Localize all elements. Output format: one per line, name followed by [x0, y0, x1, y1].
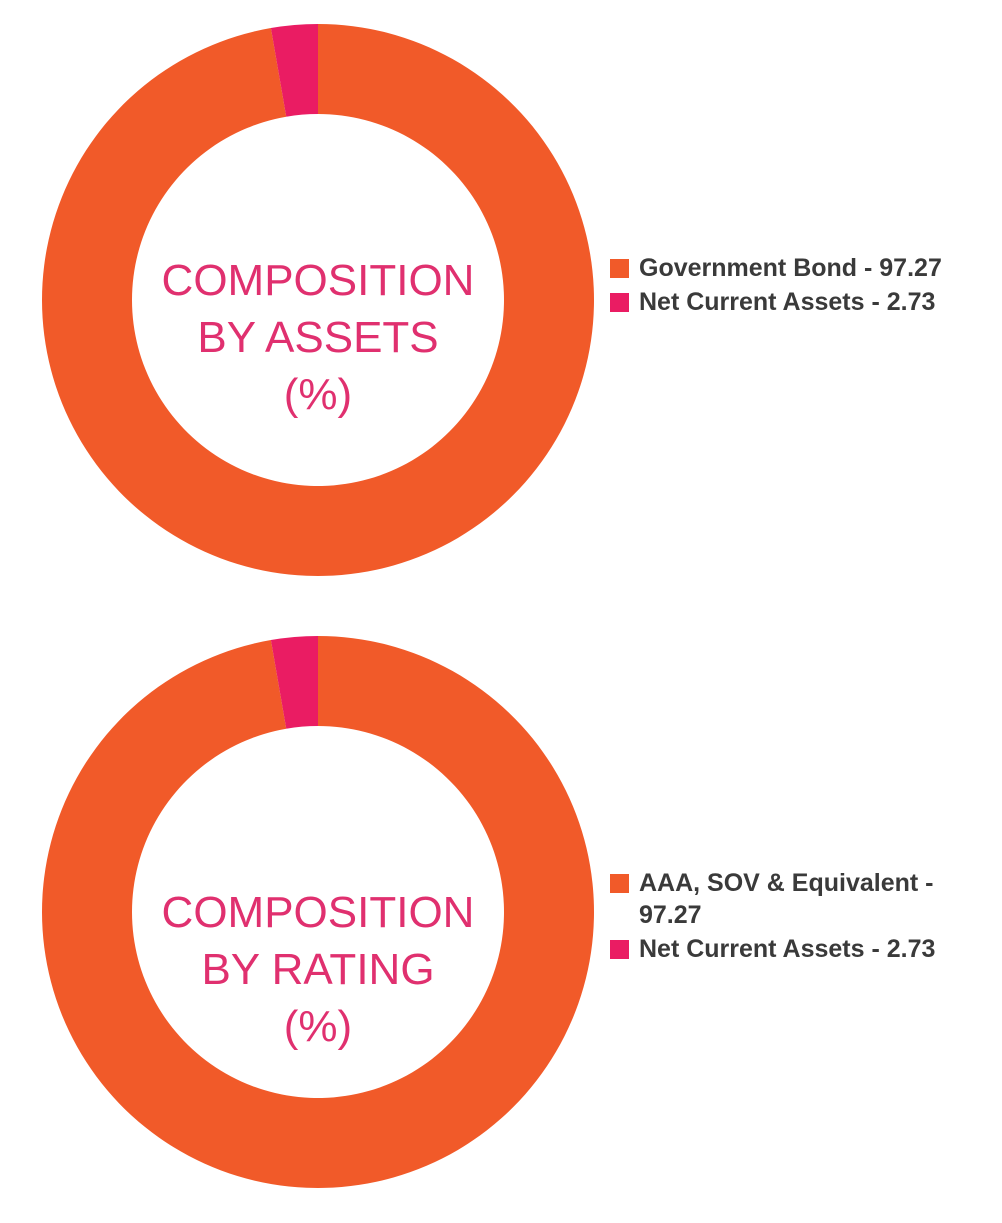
donut-slice-major [42, 24, 594, 576]
rating-donut-chart [42, 636, 594, 1188]
legend-item: Net Current Assets - 2.73 [610, 286, 990, 318]
center-label-line: (%) [283, 1002, 353, 1051]
center-label-line: BY ASSETS [197, 313, 439, 362]
donut-slice-minor [270, 24, 318, 117]
rating-legend: AAA, SOV & Equivalent - 97.27 Net Curren… [610, 867, 990, 967]
legend-item: AAA, SOV & Equivalent - 97.27 [610, 867, 990, 931]
center-label-line: BY RATING [201, 945, 435, 994]
assets-legend: Government Bond - 97.27 Net Current Asse… [610, 252, 990, 320]
legend-item: Government Bond - 97.27 [610, 252, 990, 284]
legend-label: Net Current Assets - 2.73 [639, 288, 936, 316]
assets-center-label: COMPOSITION BY ASSETS (%) [40, 252, 596, 423]
rating-chart-panel: COMPOSITION BY RATING (%) AAA, SOV & Equ… [0, 630, 1002, 1223]
legend-swatch [610, 293, 629, 312]
assets-chart-panel: COMPOSITION BY ASSETS (%) Government Bon… [0, 0, 1002, 600]
legend-label: Government Bond - 97.27 [639, 254, 942, 282]
legend-swatch [610, 259, 629, 278]
rating-center-label: COMPOSITION BY RATING (%) [40, 884, 596, 1055]
donut-slice-major [42, 636, 594, 1188]
legend-item: Net Current Assets - 2.73 [610, 933, 990, 965]
legend-label: AAA, SOV & Equivalent - 97.27 [639, 869, 934, 929]
center-label-line: COMPOSITION [161, 888, 475, 937]
legend-label: Net Current Assets - 2.73 [639, 935, 936, 963]
center-label-line: COMPOSITION [161, 256, 475, 305]
legend-swatch [610, 940, 629, 959]
donut-slice-minor [270, 636, 318, 729]
assets-donut-chart [42, 24, 594, 576]
legend-swatch [610, 874, 629, 893]
center-label-line: (%) [283, 370, 353, 419]
